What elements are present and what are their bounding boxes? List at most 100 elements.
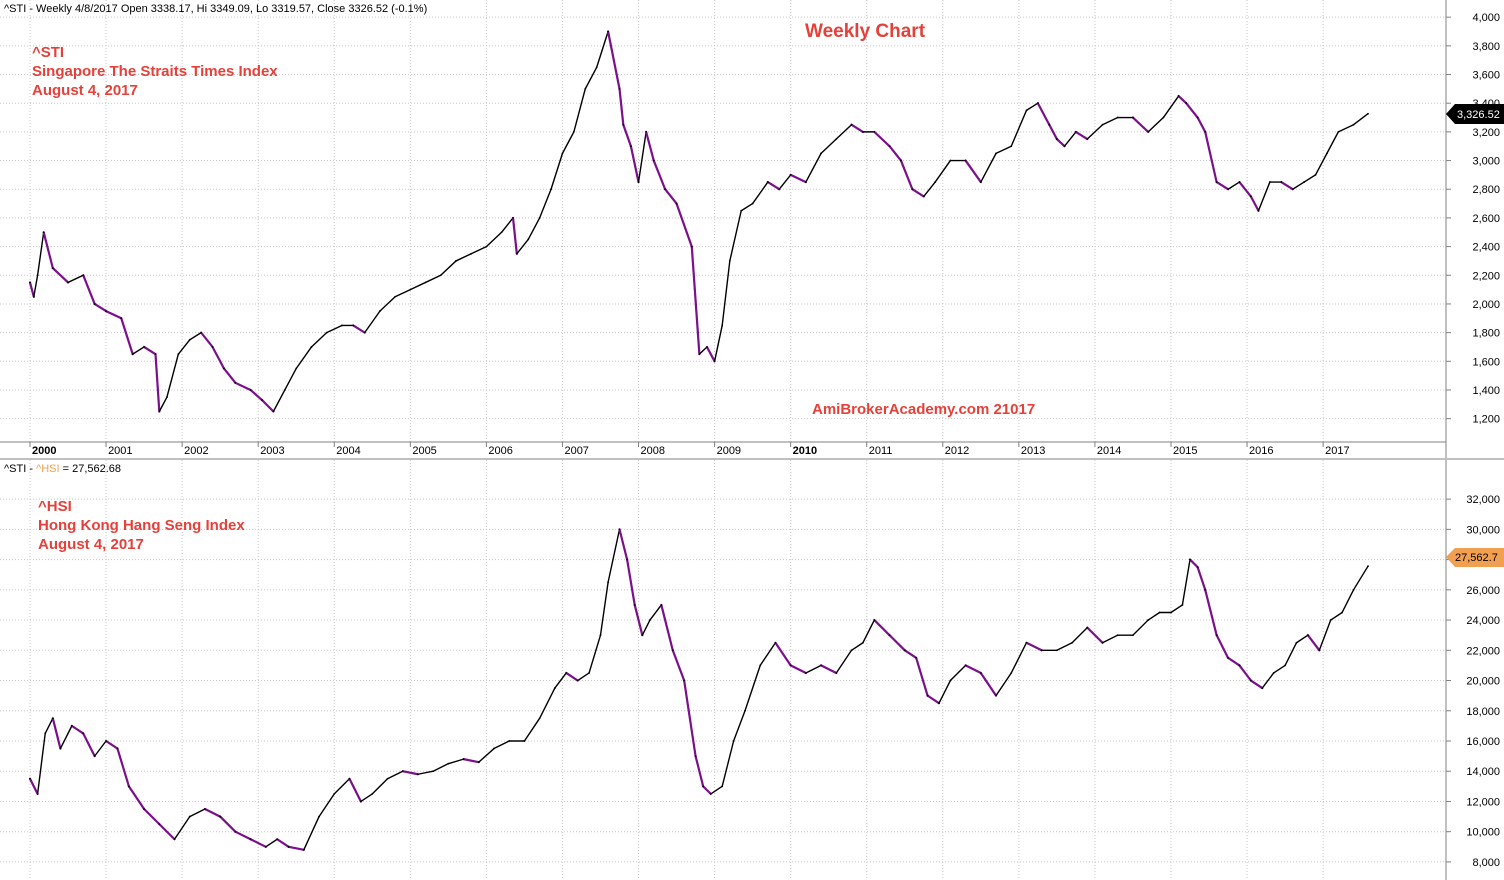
hsi-point-81 — [1071, 641, 1074, 644]
hsi-segment-83 — [1086, 626, 1104, 644]
sti-symbol-label: ^STI — [32, 44, 64, 61]
sti-segment-102 — [1215, 180, 1230, 191]
sti-point-61 — [713, 360, 716, 363]
sti-point-90 — [1075, 130, 1077, 133]
hsi-segment-36 — [493, 740, 510, 750]
hsi-gridlines — [0, 460, 1446, 880]
sti-segment-32 — [379, 296, 396, 312]
sti-segment-95 — [1131, 116, 1150, 133]
hsi-point-99 — [1284, 664, 1286, 667]
hsi-point-0 — [29, 777, 31, 780]
hsi-segment-17 — [219, 815, 237, 833]
year-label-2014: 2014 — [1097, 445, 1121, 457]
sti-point-43 — [538, 217, 541, 219]
year-label-2009: 2009 — [717, 445, 741, 457]
hsi-point-55 — [709, 793, 712, 795]
watermark: AmiBrokerAcademy.com 21017 — [812, 401, 1035, 418]
sti-point-103 — [1238, 181, 1241, 183]
hsi-segment-47 — [626, 558, 636, 607]
hsi-segment-31 — [417, 770, 434, 775]
hsi-point-72 — [938, 702, 940, 705]
hsi-segment-45 — [607, 528, 621, 583]
sti-segment-103 — [1227, 181, 1241, 190]
sti-segment-86 — [1025, 102, 1039, 112]
hsi-segment-89 — [1170, 604, 1184, 614]
hsi-segment-22 — [287, 845, 305, 851]
hsi-point-11 — [143, 808, 145, 810]
sti-point-13 — [158, 410, 161, 413]
hsi-segment-26 — [348, 777, 362, 803]
sti-point-62 — [721, 324, 724, 327]
hsi-segment-102 — [1306, 634, 1321, 652]
sti-segment-98 — [1177, 94, 1188, 105]
sti-point-84 — [1010, 145, 1013, 148]
hsi-point-44 — [607, 581, 610, 584]
year-label-2017: 2017 — [1325, 445, 1349, 457]
hsi-point-31 — [432, 770, 435, 773]
sti-date-label: August 4, 2017 — [32, 82, 138, 99]
sti-point-97 — [1177, 95, 1180, 97]
hsi-point-95 — [1238, 664, 1241, 667]
hsi-ytick-label-12: 8,000 — [1472, 857, 1500, 869]
sti-point-4 — [51, 267, 54, 270]
sti-segment-31 — [363, 310, 381, 334]
sti-point-106 — [1268, 181, 1271, 183]
sti-point-29 — [352, 324, 355, 327]
hsi-point-90 — [1189, 558, 1191, 561]
sti-segment-18 — [200, 331, 214, 349]
sti-point-5 — [67, 281, 69, 284]
hsi-point-51 — [671, 649, 674, 652]
hsi-segment-1 — [28, 777, 39, 796]
sti-panel: 4,0003,8003,6003,4003,2003,0002,8002,600… — [0, 0, 1504, 458]
sti-point-83 — [995, 152, 997, 155]
sti-point-69 — [804, 181, 807, 183]
sti-segment-82 — [964, 159, 982, 184]
sti-point-101 — [1215, 181, 1218, 183]
hsi-segment-4 — [51, 717, 62, 750]
sti-point-74 — [873, 130, 876, 133]
sti-point-23 — [272, 410, 275, 413]
hsi-segment-41 — [565, 671, 579, 682]
sti-segment-57 — [664, 188, 678, 205]
hsi-point-22 — [302, 848, 305, 851]
sti-segment-11 — [131, 346, 145, 355]
hsi-segment-97 — [1249, 679, 1264, 690]
sti-segment-4 — [42, 231, 54, 270]
sti-segment-58 — [675, 202, 693, 248]
sti-point-34 — [424, 281, 427, 284]
hsi-segment-30 — [401, 770, 420, 776]
hsi-point-77 — [1010, 672, 1013, 674]
sti-point-3 — [42, 231, 45, 234]
sti-segment-10 — [120, 317, 134, 356]
hsi-segment-32 — [432, 762, 450, 772]
hsi-point-67 — [873, 619, 876, 621]
sti-point-82 — [979, 181, 982, 183]
sti-point-88 — [1055, 138, 1058, 140]
hsi-point-6 — [82, 732, 85, 735]
sti-segment-52 — [622, 123, 633, 148]
sti-point-91 — [1086, 138, 1089, 140]
sti-segment-44 — [538, 188, 552, 219]
sti-segment-84 — [995, 145, 1012, 155]
hsi-point-37 — [523, 740, 526, 742]
sti-point-85 — [1025, 109, 1028, 112]
sti-point-56 — [664, 188, 667, 191]
sti-point-53 — [637, 181, 640, 183]
sti-segment-89 — [1055, 137, 1066, 148]
hsi-ytick-label-9: 14,000 — [1466, 766, 1500, 778]
hsi-segment-57 — [721, 740, 735, 788]
hsi-point-53 — [694, 755, 697, 758]
chart-title: Weekly Chart — [805, 21, 926, 42]
sti-point-16 — [188, 338, 191, 341]
hsi-ytick-label-10: 12,000 — [1466, 796, 1500, 808]
hsi-point-102 — [1318, 649, 1321, 652]
sti-segment-26 — [295, 346, 313, 370]
hsi-point-97 — [1261, 687, 1264, 689]
hsi-point-54 — [702, 785, 705, 788]
hsi-segment-18 — [234, 830, 252, 841]
hsi-point-17 — [234, 830, 237, 833]
hsi-segment-15 — [189, 808, 206, 818]
hsi-index-name: Hong Kong Hang Seng Index — [38, 517, 245, 534]
sti-segment-27 — [310, 331, 328, 348]
sti-segment-35 — [424, 274, 442, 284]
